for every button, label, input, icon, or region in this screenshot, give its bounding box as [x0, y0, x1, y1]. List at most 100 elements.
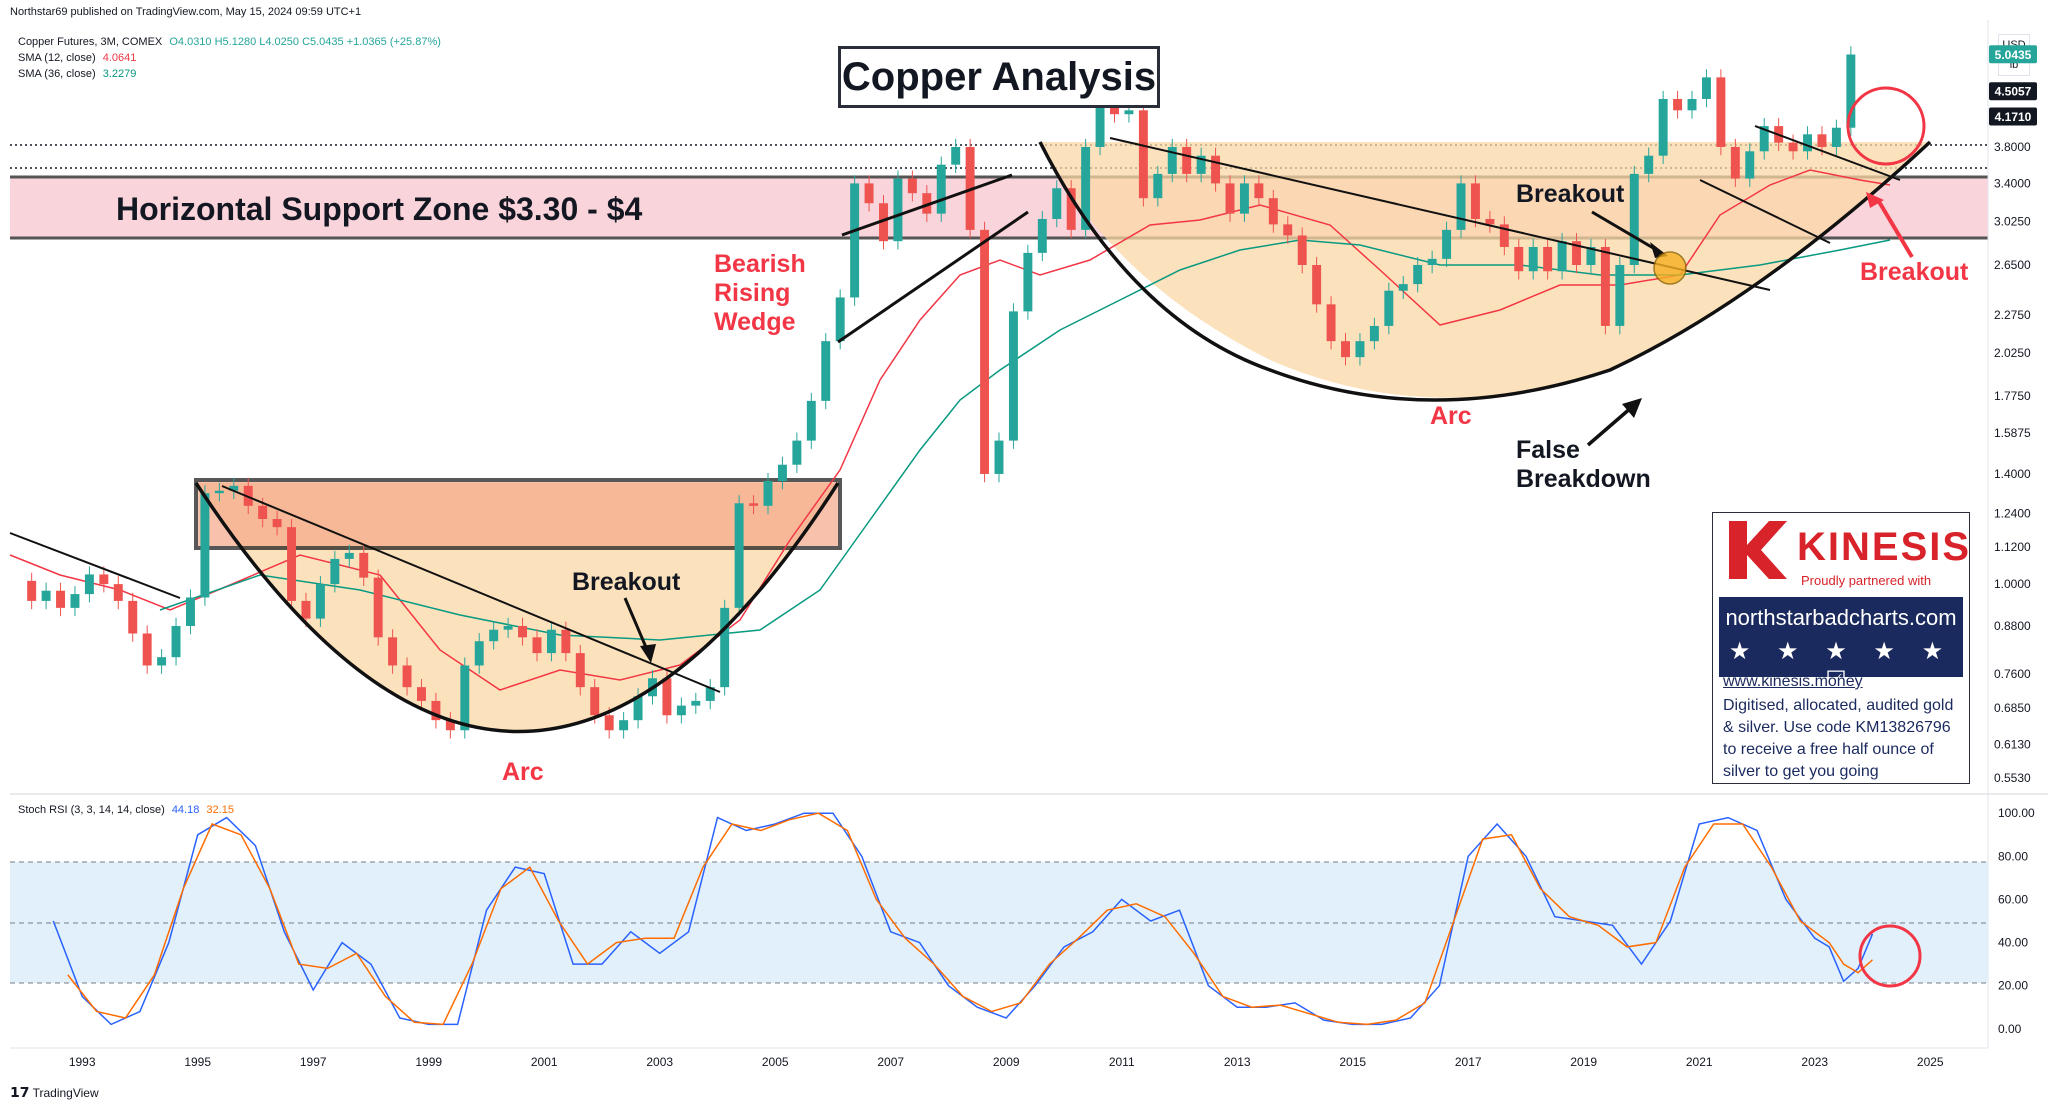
candle-body [1600, 246, 1610, 326]
candle-body [1499, 224, 1509, 247]
y-tick-label: 3.8000 [1994, 140, 2031, 154]
stoch-k-value: 44.18 [171, 804, 200, 816]
candle-body [1817, 134, 1827, 147]
candle-body [200, 493, 210, 598]
false-breakdown-label: False Breakdown [1516, 436, 1651, 493]
breakout-right-label: Breakout [1860, 258, 1969, 286]
stoch-tick-label: 0.00 [1998, 1022, 2022, 1036]
x-tick-label: 2013 [1224, 1055, 1251, 1069]
price-badge [1989, 45, 2037, 64]
candle-body [619, 720, 629, 731]
tradingview-logo-icon: 𝟭𝟳 [10, 1084, 30, 1100]
candle-body [388, 637, 398, 666]
y-tick-label: 3.0250 [1994, 215, 2031, 229]
time-axis: 1993 1995 1997 1999 2001 2003 2005 2007 2009 2011… [69, 1055, 1944, 1069]
candle-body [922, 193, 932, 214]
stoch-tick-label: 80.00 [1998, 849, 2028, 863]
candle-body [604, 715, 614, 731]
y-tick-label: 3.4000 [1994, 176, 2031, 190]
candle-body [373, 577, 383, 638]
x-tick-label: 2019 [1570, 1055, 1597, 1069]
candle-body [84, 574, 94, 595]
price-badge-label: 5.0435 [1995, 48, 2032, 62]
candle-body [142, 633, 152, 666]
candle-body [1846, 54, 1856, 128]
candle-body [763, 481, 773, 506]
kinesis-url[interactable]: www.kinesis.money [1723, 673, 1863, 690]
sma12-legend[interactable]: SMA (12, close) 4.0641 [18, 52, 136, 64]
candle-body [1326, 304, 1336, 342]
symbol-legend[interactable]: Copper Futures, 3M, COMEX O4.0310 H5.128… [18, 36, 441, 48]
candle-body [1803, 134, 1813, 152]
arc-right-fill [1040, 142, 1930, 398]
candle-body [1456, 183, 1466, 230]
candle-body [835, 297, 845, 342]
candle-body [1124, 110, 1134, 115]
candle-body [460, 665, 470, 731]
candle-body [1831, 127, 1841, 147]
x-tick-label: 2021 [1686, 1055, 1713, 1069]
candle-body [676, 705, 686, 716]
candle-body [734, 503, 744, 608]
symbol-label: Copper Futures, 3M, COMEX [18, 36, 163, 48]
candle-body [1572, 241, 1581, 265]
candle-body [1442, 229, 1452, 259]
candle-body [1730, 146, 1740, 179]
candle-body [1138, 110, 1148, 199]
y-tick-label: 1.5875 [1994, 426, 2031, 440]
candle-body [1023, 252, 1033, 312]
y-tick-label: 1.0000 [1994, 577, 2031, 591]
candle-body [1052, 188, 1062, 219]
candle-body [980, 229, 990, 474]
candle-body [1341, 341, 1350, 358]
candle-body [546, 629, 556, 654]
candle-body [1355, 341, 1365, 358]
candle-body [879, 203, 888, 242]
candle-body [272, 518, 282, 528]
y-tick-label: 2.6500 [1994, 258, 2031, 272]
breakout-highlight [1653, 251, 1687, 285]
tradingview-footer[interactable]: 𝟭𝟳 TradingView [10, 1084, 99, 1101]
stoch-tick-label: 20.00 [1998, 979, 2028, 993]
candle-body [1745, 151, 1755, 179]
candle-body [1312, 264, 1322, 305]
false-breakdown-arrow [1586, 398, 1642, 447]
stoch-tick-label: 40.00 [1998, 936, 2028, 950]
breakout-arrow-left [623, 597, 656, 663]
candle-body [258, 505, 268, 519]
y-tick-label: 1.1200 [1994, 540, 2031, 554]
candle-body [330, 558, 340, 585]
price-axis: 3.8000 3.4000 3.0250 2.6500 2.2750 2.0250 1.77… [1994, 140, 2031, 785]
stoch-label: Stoch RSI (3, 3, 14, 14, close) [18, 804, 165, 816]
candle-body [1110, 102, 1119, 115]
stoch-tick-label: 100.00 [1998, 806, 2035, 820]
candle-body [850, 183, 860, 298]
candle-body [1644, 155, 1654, 174]
price-badges: 5.0435 4.5057 4.1710 [1989, 45, 2037, 126]
candle-body [994, 440, 1004, 474]
kinesis-text: Digitised, allocated, audited gold & sil… [1723, 697, 1954, 780]
x-tick-label: 1993 [69, 1055, 96, 1069]
stoch-legend[interactable]: Stoch RSI (3, 3, 14, 14, close) 44.18 32… [18, 804, 234, 816]
candle-body [41, 590, 51, 601]
arc-right-curve [1038, 140, 1932, 402]
candle-body [301, 600, 311, 619]
kinesis-partner: Proudly partnered with [1801, 573, 1932, 588]
candle-body [287, 527, 297, 601]
candle-body [1297, 235, 1307, 265]
candle-body [1629, 173, 1639, 265]
sma36-legend[interactable]: SMA (36, close) 3.2279 [18, 68, 136, 80]
candle-body [792, 440, 802, 465]
kinesis-promo[interactable]: KINESIS Proudly partnered with northstar… [1712, 512, 1970, 784]
x-tick-label: 2001 [531, 1055, 558, 1069]
candle-body [1687, 98, 1697, 111]
candle-body [1384, 290, 1394, 326]
x-tick-label: 2007 [877, 1055, 904, 1069]
candle-body [1254, 183, 1264, 199]
x-tick-label: 2003 [646, 1055, 673, 1069]
price-badge [1989, 82, 2037, 101]
candle-body [489, 629, 499, 642]
wedge-lower [837, 210, 1029, 344]
stoch-highlight-circle [1858, 924, 1922, 988]
